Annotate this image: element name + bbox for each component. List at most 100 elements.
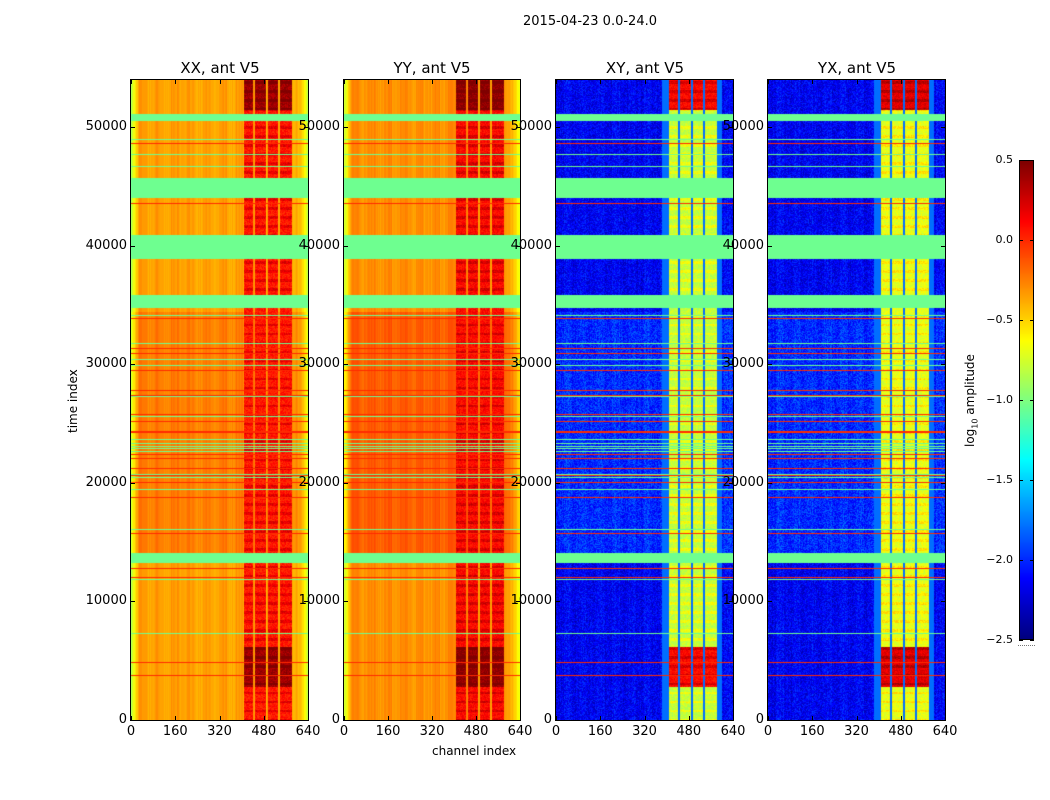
- y-tick-mark: [768, 482, 772, 484]
- y-tick-mark: [131, 720, 135, 721]
- x-tick-mark: [900, 80, 902, 84]
- y-tick-mark: [304, 364, 308, 366]
- x-tick-mark: [856, 716, 858, 720]
- colorbar-tick-label: 0.0: [995, 233, 1014, 246]
- y-tick-mark: [344, 127, 348, 129]
- y-tick-mark: [729, 245, 733, 247]
- y-tick-mark: [768, 127, 772, 129]
- y-tick-label: 30000: [298, 356, 340, 372]
- x-tick-label: 320: [419, 724, 445, 739]
- x-tick-label: 480: [251, 724, 277, 739]
- y-tick-mark: [556, 601, 560, 603]
- y-tick-label: 10000: [85, 593, 127, 609]
- y-tick-label: 30000: [85, 356, 127, 372]
- y-tick-mark: [556, 482, 560, 484]
- x-tick-mark: [131, 716, 132, 720]
- y-tick-mark: [304, 482, 308, 484]
- colorbar-tick-label: −2.0: [986, 553, 1013, 566]
- y-tick-label: 20000: [85, 474, 127, 490]
- y-tick-mark: [131, 601, 135, 603]
- y-tick-mark: [131, 364, 135, 366]
- x-tick-mark: [600, 80, 602, 84]
- y-tick-mark: [941, 482, 945, 484]
- x-tick-mark: [520, 80, 521, 84]
- x-axis-label: channel index: [432, 744, 517, 758]
- x-tick-mark: [476, 80, 477, 84]
- y-tick-mark: [768, 720, 772, 721]
- colorbar-tick-label: −1.0: [986, 393, 1013, 406]
- y-tick-mark: [516, 127, 520, 129]
- y-tick-mark: [729, 127, 733, 129]
- x-tick-mark: [600, 716, 602, 720]
- heatmap-panel-yy: [343, 79, 521, 721]
- x-tick-mark: [175, 80, 177, 84]
- colorbar-tick-mark: [1019, 400, 1023, 401]
- x-tick-mark: [131, 80, 132, 84]
- y-tick-label: 0: [118, 712, 127, 727]
- x-tick-label: 640: [507, 724, 533, 739]
- colorbar-label-rest: amplitude: [963, 354, 977, 419]
- y-tick-mark: [131, 127, 135, 129]
- x-tick-mark: [219, 716, 221, 720]
- y-tick-mark: [304, 127, 308, 129]
- y-tick-mark: [344, 720, 348, 721]
- x-tick-mark: [644, 80, 646, 84]
- x-tick-label: 320: [207, 724, 232, 739]
- heatmap-panel-xx: [130, 79, 309, 721]
- x-tick-mark: [388, 716, 389, 720]
- y-tick-mark: [941, 127, 945, 129]
- y-tick-mark: [556, 720, 560, 721]
- colorbar-tick-label: 0.5: [995, 153, 1014, 166]
- colorbar-label: log10 amplitude: [963, 354, 979, 447]
- x-tick-mark: [900, 716, 902, 720]
- y-tick-mark: [556, 127, 560, 129]
- x-tick-label: 320: [632, 724, 657, 739]
- colorbar-extension-dots: [1018, 645, 1035, 646]
- y-tick-label: 20000: [722, 474, 764, 490]
- y-tick-mark: [516, 720, 520, 721]
- y-tick-mark: [516, 482, 520, 484]
- colorbar-label-sub: 10: [970, 418, 980, 429]
- x-tick-label: 160: [375, 724, 401, 739]
- y-tick-label: 40000: [298, 237, 340, 253]
- y-tick-mark: [516, 601, 520, 603]
- x-tick-mark: [520, 716, 521, 720]
- x-tick-mark: [733, 716, 734, 720]
- heatmap-xx: [131, 80, 308, 720]
- y-tick-mark: [344, 364, 348, 366]
- colorbar-label-main: log: [963, 428, 977, 447]
- heatmap-yy: [344, 80, 520, 720]
- colorbar-tick-label: −1.5: [986, 473, 1013, 486]
- x-tick-label: 160: [162, 724, 188, 739]
- x-tick-mark: [308, 80, 309, 84]
- x-tick-mark: [556, 80, 557, 84]
- x-tick-label: 160: [587, 724, 613, 739]
- y-tick-mark: [941, 601, 945, 603]
- colorbar-tick-mark: [1019, 480, 1023, 481]
- x-tick-mark: [945, 80, 946, 84]
- x-tick-label: 640: [720, 724, 746, 739]
- y-tick-label: 30000: [722, 356, 764, 372]
- y-tick-mark: [304, 245, 308, 247]
- colorbar-tick-mark: [1019, 560, 1023, 561]
- y-tick-label: 0: [331, 712, 340, 727]
- x-tick-mark: [768, 716, 769, 720]
- x-tick-mark: [644, 716, 646, 720]
- panel-title-xy: XY, ant V5: [605, 59, 685, 77]
- y-tick-mark: [729, 720, 733, 721]
- y-tick-mark: [131, 482, 135, 484]
- panel-title-xx: XX, ant V5: [180, 59, 260, 77]
- x-tick-label: 320: [844, 724, 869, 739]
- y-tick-mark: [516, 245, 520, 247]
- y-tick-mark: [941, 245, 945, 247]
- x-tick-label: 480: [463, 724, 489, 739]
- colorbar-tick-mark: [1030, 400, 1034, 401]
- x-tick-mark: [476, 716, 477, 720]
- y-tick-mark: [344, 601, 348, 603]
- x-tick-mark: [388, 80, 389, 84]
- x-tick-mark: [432, 716, 433, 720]
- y-tick-mark: [344, 245, 348, 247]
- y-tick-mark: [768, 245, 772, 247]
- heatmap-xy: [556, 80, 733, 720]
- x-tick-mark: [768, 80, 769, 84]
